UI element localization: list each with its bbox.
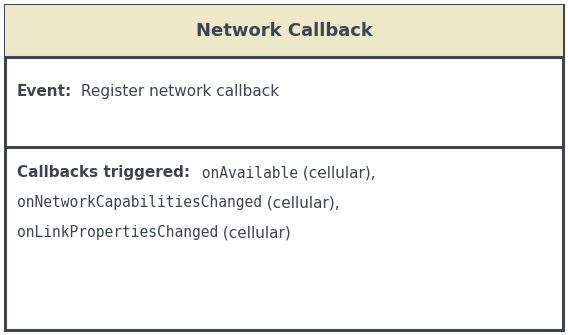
- Text: onLinkPropertiesChanged: onLinkPropertiesChanged: [17, 225, 218, 241]
- Text: Network Callback: Network Callback: [195, 22, 373, 40]
- Text: (cellular): (cellular): [218, 225, 291, 241]
- Text: Event:: Event:: [17, 84, 72, 99]
- Text: Register network callback: Register network callback: [76, 84, 279, 99]
- Text: onNetworkCapabilitiesChanged: onNetworkCapabilitiesChanged: [17, 196, 262, 210]
- Text: onAvailable: onAvailable: [193, 165, 298, 181]
- FancyBboxPatch shape: [5, 5, 563, 330]
- FancyBboxPatch shape: [5, 5, 563, 57]
- Text: (cellular),: (cellular),: [298, 165, 376, 181]
- Text: Callbacks triggered:: Callbacks triggered:: [17, 165, 190, 181]
- Text: (cellular),: (cellular),: [262, 196, 340, 210]
